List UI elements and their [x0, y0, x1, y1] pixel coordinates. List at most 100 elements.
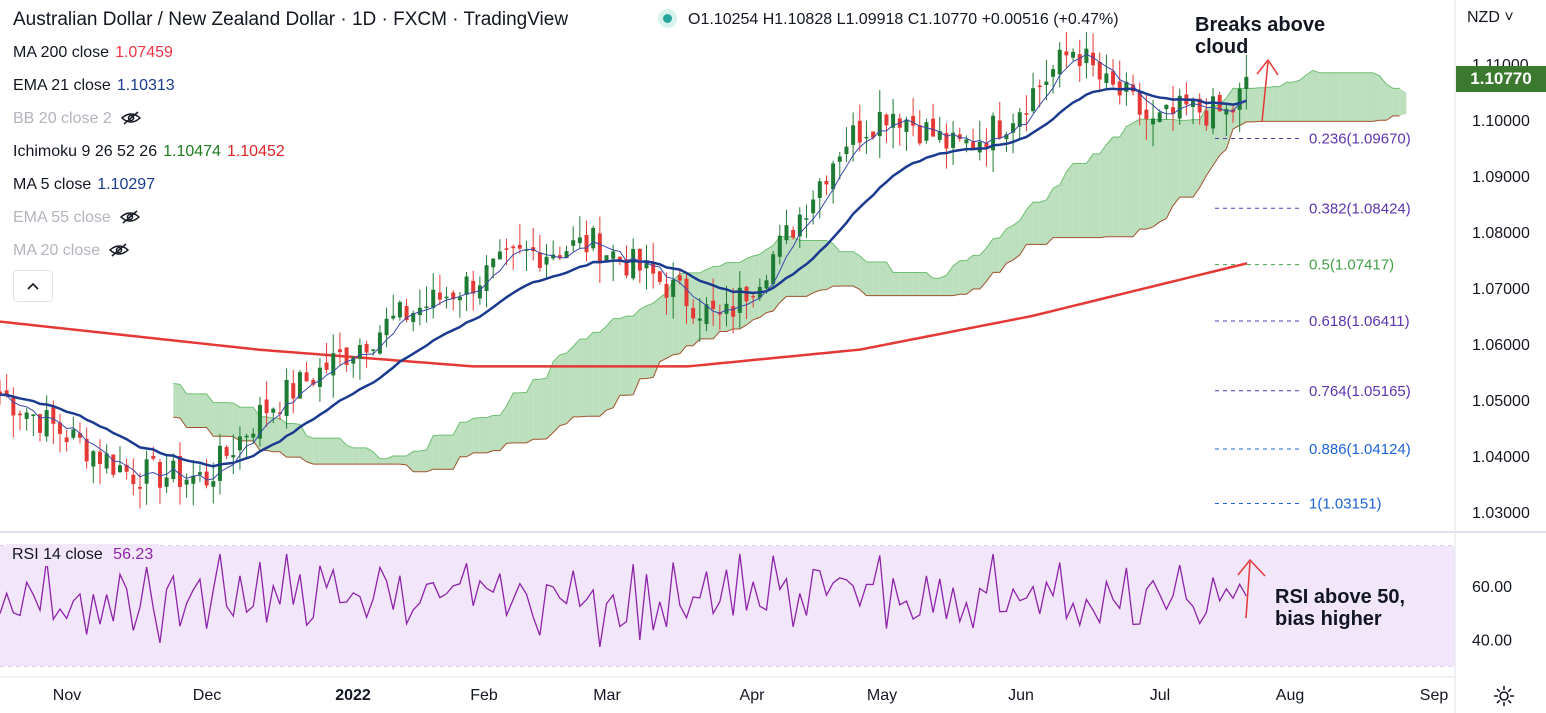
- cloud-segment: [1366, 72, 1373, 122]
- candle-body: [651, 262, 656, 274]
- candle-body: [977, 141, 982, 153]
- legend-item[interactable]: MA 200 close 1.07459: [13, 44, 173, 62]
- cloud-segment: [913, 272, 920, 296]
- cloud-segment: [573, 339, 580, 417]
- price-tick-label: 1.07000: [1472, 281, 1530, 298]
- candle-body: [1024, 113, 1029, 115]
- price-tick-label: 1.08000: [1472, 225, 1530, 242]
- cloud-segment: [433, 435, 440, 470]
- candle-body: [51, 407, 56, 424]
- candle-body: [177, 455, 182, 487]
- candle-body: [251, 433, 256, 438]
- cloud-segment: [553, 354, 560, 433]
- candle-body: [577, 237, 582, 244]
- eye-crossed-icon[interactable]: [108, 242, 130, 258]
- cloud-segment: [1006, 225, 1014, 264]
- cloud-segment: [219, 402, 227, 437]
- cloud-segment: [213, 402, 220, 437]
- candle-body: [777, 235, 782, 257]
- cloud-segment: [813, 240, 820, 293]
- candle-body: [991, 115, 996, 151]
- collapse-legend-button[interactable]: [13, 270, 53, 302]
- cloud-segment: [426, 435, 434, 472]
- candle-body: [591, 227, 596, 249]
- candle-body: [484, 265, 489, 292]
- candle-body: [184, 479, 189, 485]
- legend-item[interactable]: MA 20 close: [13, 242, 130, 260]
- candle-body: [77, 433, 82, 438]
- cloud-segment: [453, 422, 460, 470]
- cloud-segment: [353, 447, 360, 465]
- rsi-annotation-line2: bias higher: [1275, 608, 1382, 630]
- cloud-segment: [1392, 88, 1400, 116]
- fib-label: 0.764(1.05165): [1309, 383, 1411, 400]
- eye-crossed-icon[interactable]: [119, 209, 141, 225]
- cloud-segment: [793, 236, 800, 297]
- candle-body: [704, 304, 709, 325]
- cloud-segment: [926, 272, 934, 296]
- candle-body: [317, 367, 322, 387]
- candle-body: [731, 306, 736, 317]
- price-tick-label: 1.05000: [1472, 393, 1530, 410]
- cloud-segment: [559, 353, 567, 426]
- candle-body: [71, 429, 76, 438]
- cloud-segment: [286, 423, 294, 458]
- candle-body: [811, 199, 816, 214]
- cloud-segment: [513, 392, 520, 443]
- candle-body: [631, 248, 636, 279]
- candle-body: [331, 353, 336, 376]
- time-tick-label: 2022: [335, 687, 371, 704]
- rsi-tick-label: 40.00: [1472, 632, 1512, 649]
- candle-body: [1097, 61, 1102, 80]
- cloud-segment: [479, 417, 487, 453]
- candle-body: [671, 279, 676, 297]
- candle-body: [617, 256, 622, 260]
- legend-label: MA 5 close: [13, 176, 92, 193]
- candle-body: [504, 248, 509, 250]
- candle-body: [684, 278, 689, 307]
- legend-item[interactable]: BB 20 close 2: [13, 110, 142, 128]
- cloud-segment: [1399, 88, 1407, 116]
- cloud-segment: [646, 303, 654, 379]
- rsi-legend: RSI 14 close 56.23: [6, 544, 160, 566]
- cloud-segment: [659, 292, 667, 362]
- cloud-segment: [966, 255, 974, 295]
- legend-item[interactable]: EMA 55 close: [13, 209, 141, 227]
- cloud-segment: [599, 326, 607, 417]
- cloud-segment: [639, 305, 647, 379]
- cloud-segment: [226, 402, 234, 437]
- cloud-segment: [1266, 86, 1274, 122]
- cloud-segment: [906, 272, 914, 296]
- cloud-segment: [1253, 87, 1260, 122]
- candle-body: [491, 258, 496, 268]
- candle-body: [324, 362, 329, 370]
- legend-label: MA 20 close: [13, 242, 101, 259]
- cloud-segment: [1372, 72, 1380, 122]
- candle-body: [57, 422, 62, 434]
- legend-item[interactable]: EMA 21 close 1.10313: [13, 77, 175, 95]
- candle-body: [191, 475, 196, 484]
- cloud-segment: [186, 393, 194, 428]
- gear-icon[interactable]: [1492, 684, 1516, 708]
- candle-body: [1091, 52, 1096, 66]
- candle-body: [1144, 109, 1149, 120]
- currency-selector[interactable]: NZD ˅: [1467, 9, 1514, 27]
- candle-body: [231, 455, 236, 458]
- candle-body: [24, 412, 29, 419]
- cloud-segment: [1326, 72, 1333, 122]
- cloud-segment: [546, 361, 554, 439]
- cloud-segment: [1019, 209, 1027, 255]
- candle-body: [1164, 104, 1169, 110]
- eye-crossed-icon[interactable]: [120, 110, 142, 126]
- rsi-legend-value: 56.23: [113, 546, 154, 563]
- cloud-segment: [499, 406, 507, 451]
- candle-body: [471, 280, 476, 294]
- time-tick-label: Sep: [1420, 687, 1449, 704]
- legend-item[interactable]: MA 5 close 1.10297: [13, 176, 155, 194]
- candle-body: [957, 134, 962, 140]
- candle-body: [1157, 112, 1162, 123]
- candle-body: [804, 218, 809, 220]
- candle-body: [924, 122, 929, 141]
- legend-item[interactable]: Ichimoku 9 26 52 26 1.10474 1.10452: [13, 143, 285, 161]
